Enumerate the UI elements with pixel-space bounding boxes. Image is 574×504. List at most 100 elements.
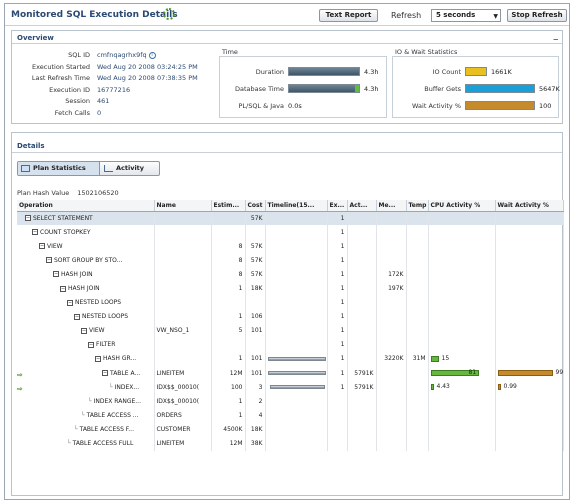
tree-collapse-icon[interactable]: − [67, 299, 73, 306]
temp-cell [406, 225, 429, 240]
overview-field-value[interactable]: cmfnqagrhx9fq i [97, 51, 156, 59]
tree-collapse-icon[interactable]: − [74, 313, 80, 320]
table-row[interactable]: − HASH GR... 1 101 1 3220K 31M 15 [17, 351, 564, 367]
wait-activity-cell [495, 239, 564, 254]
overview-field-value[interactable]: 461 [97, 97, 110, 105]
column-header[interactable]: Wait Activity % [495, 200, 564, 212]
wait-activity-cell [495, 323, 564, 338]
stop-refresh-button[interactable]: Stop Refresh [507, 9, 567, 22]
temp-cell [406, 436, 429, 451]
operation-cell: − SORT GROUP BY STO... [17, 253, 155, 268]
wait-activity-cell [495, 225, 564, 240]
wait-activity-cell [495, 337, 564, 352]
actual-rows-cell [347, 309, 377, 324]
table-row[interactable]: − HASH JOIN 1 18K 1 197K [17, 281, 564, 296]
operation-name: NESTED LOOPS [75, 299, 122, 307]
memory-cell [376, 239, 407, 254]
cpu-activity-cell: 15 [428, 351, 496, 367]
tree-collapse-icon[interactable]: − [88, 341, 94, 348]
column-header[interactable]: CPU Activity % [428, 200, 496, 212]
column-header[interactable]: Cost [245, 200, 266, 212]
tree-collapse-icon[interactable]: − [39, 243, 45, 250]
table-row[interactable]: − HASH JOIN 8 57K 1 172K [17, 267, 564, 282]
timeline-cell [265, 366, 328, 381]
operation-cell: − HASH JOIN [17, 281, 155, 296]
overview-field-label: Execution Started [32, 62, 90, 71]
time-row-value: 4.3h [364, 85, 379, 93]
time-bar [288, 84, 360, 93]
tree-collapse-icon[interactable]: − [60, 285, 66, 292]
plan-statistics-table: Operation Name Estim... Cost Timeline(15... E… [17, 200, 564, 451]
memory-cell: 172K [376, 267, 407, 282]
table-row[interactable]: − NESTED LOOPS 1 106 1 [17, 309, 564, 324]
io-row-label: Wait Activity % [412, 102, 461, 110]
column-header[interactable]: Operation [17, 200, 155, 212]
actual-rows-cell [347, 295, 377, 310]
executions-cell: 1 [327, 253, 348, 268]
timeline-cell [265, 408, 328, 423]
overview-field-value: Wed Aug 20 2008 07:38:35 PM [97, 74, 198, 82]
actual-rows-cell [347, 323, 377, 338]
executions-cell: 1 [327, 380, 348, 395]
table-row[interactable]: └ TABLE ACCESS ... ORDERS 1 4 [17, 408, 564, 423]
operation-name: HASH JOIN [68, 285, 100, 293]
table-row[interactable]: − SELECT STATEMENT 57K 1 [17, 211, 564, 226]
cpu-activity-cell [428, 323, 496, 338]
text-report-button[interactable]: Text Report [319, 9, 378, 22]
tree-collapse-icon[interactable]: − [81, 327, 87, 334]
table-row[interactable]: − SORT GROUP BY STO... 8 57K 1 [17, 253, 564, 268]
column-header[interactable]: Ex... [327, 200, 348, 212]
overview-section: Overview _ SQL ID cmfnqagrhx9fq i Execution… [11, 30, 563, 124]
object-name-cell [154, 337, 212, 352]
table-row[interactable]: └ INDEX... IDX$$_00010(100 3 1 5791K 4.43 0.99 [17, 380, 564, 395]
estimated-rows-cell [211, 337, 246, 352]
table-row[interactable]: − VIEW VW_NSO_1 5 101 1 [17, 323, 564, 338]
estimated-rows-cell: 8 [211, 239, 246, 254]
cpu-activity-value: 15 [441, 354, 450, 362]
operation-name: NESTED LOOPS [82, 313, 129, 321]
table-row[interactable]: − FILTER 1 [17, 337, 564, 352]
object-name-cell [154, 309, 212, 324]
column-header[interactable]: Timeline(15... [265, 200, 328, 212]
executions-cell: 1 [327, 323, 348, 338]
table-row[interactable]: └ TABLE ACCESS F... CUSTOMER 4500K 18K [17, 422, 564, 437]
column-header[interactable]: Me... [376, 200, 407, 212]
column-header[interactable]: Act... [347, 200, 377, 212]
tree-collapse-icon[interactable]: − [46, 257, 52, 264]
table-row[interactable]: − NESTED LOOPS 1 [17, 295, 564, 310]
cost-cell: 101 [245, 323, 266, 338]
memory-cell [376, 225, 407, 240]
tab-activity[interactable]: Activity [101, 162, 159, 175]
table-row[interactable]: − VIEW 8 57K 1 [17, 239, 564, 254]
info-icon[interactable]: i [148, 51, 156, 59]
tree-collapse-icon[interactable]: − [53, 271, 59, 278]
tree-collapse-icon[interactable]: − [102, 370, 108, 377]
wait-activity-cell [495, 309, 564, 324]
executions-cell: 1 [327, 351, 348, 367]
wait-activity-bar [497, 370, 553, 377]
overview-field-label: Session [65, 97, 90, 105]
operation-cell: └ INDEX RANGE... [17, 394, 155, 409]
tab-plan-statistics[interactable]: Plan Statistics [18, 162, 100, 175]
object-name-cell [154, 267, 212, 282]
refresh-interval-select[interactable]: 5 seconds ▼ [431, 9, 501, 22]
column-header[interactable]: Name [154, 200, 212, 212]
collapse-icon[interactable]: _ [553, 31, 559, 41]
cost-cell [245, 225, 266, 240]
column-header[interactable]: Temp [406, 200, 429, 212]
tree-collapse-icon[interactable]: − [25, 215, 31, 222]
actual-rows-cell [347, 351, 377, 367]
executions-cell [327, 436, 348, 451]
table-row[interactable]: └ TABLE ACCESS FULL LINEITEM 12M 38K [17, 436, 564, 451]
table-row[interactable]: − COUNT STOPKEY 1 [17, 225, 564, 240]
memory-cell [376, 211, 407, 226]
tree-collapse-icon[interactable]: − [95, 355, 101, 362]
cost-cell: 4 [245, 408, 266, 423]
cost-cell: 57K [245, 211, 266, 226]
table-row[interactable]: − TABLE A... LINEITEM 12M 101 1 5791K 81 99 [17, 366, 564, 381]
overview-divider [12, 43, 562, 44]
table-row[interactable]: └ INDEX RANGE... IDX$$_00010(1 2 [17, 394, 564, 409]
tree-collapse-icon[interactable]: − [32, 229, 38, 236]
column-header[interactable]: Estim... [211, 200, 246, 212]
refresh-label: Refresh [391, 11, 422, 20]
